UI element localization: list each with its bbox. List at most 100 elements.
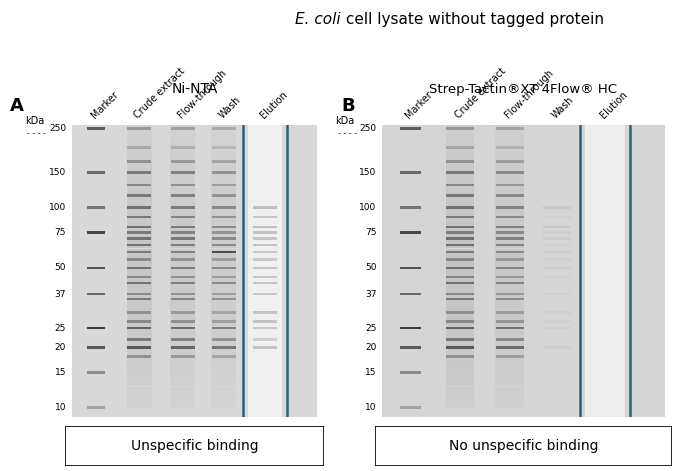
Bar	[495, 220, 524, 224]
Bar	[170, 245, 195, 249]
Bar	[170, 358, 195, 362]
Bar	[127, 188, 152, 192]
Bar	[170, 270, 195, 273]
Bar	[400, 327, 421, 329]
Bar	[445, 163, 475, 167]
Bar	[495, 185, 524, 188]
Bar	[128, 327, 151, 329]
Bar	[211, 394, 237, 397]
Bar	[496, 355, 524, 358]
Bar	[127, 185, 152, 188]
Bar	[445, 383, 475, 387]
Bar	[495, 245, 524, 249]
Bar	[170, 226, 194, 228]
Bar	[127, 291, 152, 294]
Bar	[211, 251, 236, 253]
Bar	[495, 341, 524, 344]
Bar	[495, 139, 524, 142]
Bar	[446, 251, 474, 253]
Bar	[170, 365, 195, 369]
Bar	[170, 383, 195, 387]
Bar	[495, 376, 524, 379]
Bar	[495, 231, 524, 235]
Bar	[495, 270, 524, 273]
Bar	[127, 277, 152, 280]
Bar	[253, 276, 277, 278]
Bar	[446, 127, 474, 130]
Bar	[496, 293, 524, 295]
Bar	[496, 267, 524, 269]
Bar	[496, 195, 524, 197]
Bar	[127, 401, 152, 404]
Bar	[495, 404, 524, 408]
Bar	[170, 220, 195, 224]
Bar	[446, 206, 474, 209]
Bar	[211, 252, 237, 256]
Bar	[211, 127, 236, 130]
Bar	[445, 390, 475, 394]
Bar	[495, 355, 524, 358]
Bar	[128, 259, 151, 261]
Bar	[253, 338, 277, 341]
Bar	[127, 245, 152, 249]
Bar	[170, 231, 195, 235]
Bar	[170, 199, 195, 203]
Text: 10: 10	[365, 403, 376, 412]
Bar	[248, 125, 282, 417]
Bar	[495, 163, 524, 167]
Bar	[445, 333, 475, 337]
Bar	[127, 298, 152, 301]
Bar	[400, 346, 421, 349]
Bar	[170, 235, 195, 238]
Bar	[544, 346, 572, 349]
Bar	[128, 161, 151, 163]
Bar	[253, 251, 277, 253]
Bar	[445, 245, 475, 249]
Bar	[170, 210, 195, 213]
Text: Marker: Marker	[403, 89, 434, 120]
Bar	[127, 263, 152, 266]
Bar	[211, 161, 236, 163]
Bar	[495, 373, 524, 376]
Bar	[211, 237, 236, 240]
Bar	[211, 206, 236, 209]
Bar	[211, 294, 237, 298]
Bar	[445, 206, 475, 210]
Bar	[445, 301, 475, 305]
Bar	[445, 323, 475, 326]
Text: 150: 150	[359, 168, 376, 177]
Bar	[170, 153, 195, 156]
Bar	[445, 280, 475, 284]
Bar	[170, 369, 195, 372]
Bar	[495, 305, 524, 309]
Bar	[445, 181, 475, 185]
Bar	[211, 312, 237, 316]
Bar	[445, 270, 475, 273]
Bar	[170, 346, 194, 349]
Bar	[170, 312, 195, 316]
Bar	[170, 149, 195, 153]
Bar	[211, 373, 237, 376]
Bar	[87, 267, 105, 269]
Bar	[127, 224, 152, 227]
Bar	[127, 235, 152, 238]
Bar	[127, 195, 152, 199]
Bar	[496, 127, 524, 130]
Bar	[170, 298, 195, 301]
Bar	[544, 226, 572, 228]
Bar	[495, 387, 524, 390]
Bar	[400, 293, 421, 295]
Bar	[445, 213, 475, 217]
Bar	[495, 238, 524, 242]
Text: 37: 37	[55, 290, 66, 299]
Text: 20: 20	[55, 343, 66, 352]
Bar	[445, 316, 475, 319]
Bar	[211, 266, 237, 270]
Bar	[128, 267, 151, 269]
Bar	[170, 259, 194, 261]
Bar	[400, 267, 421, 269]
Bar	[170, 316, 195, 319]
Bar	[495, 390, 524, 394]
Bar	[211, 220, 237, 224]
Bar	[87, 371, 105, 374]
